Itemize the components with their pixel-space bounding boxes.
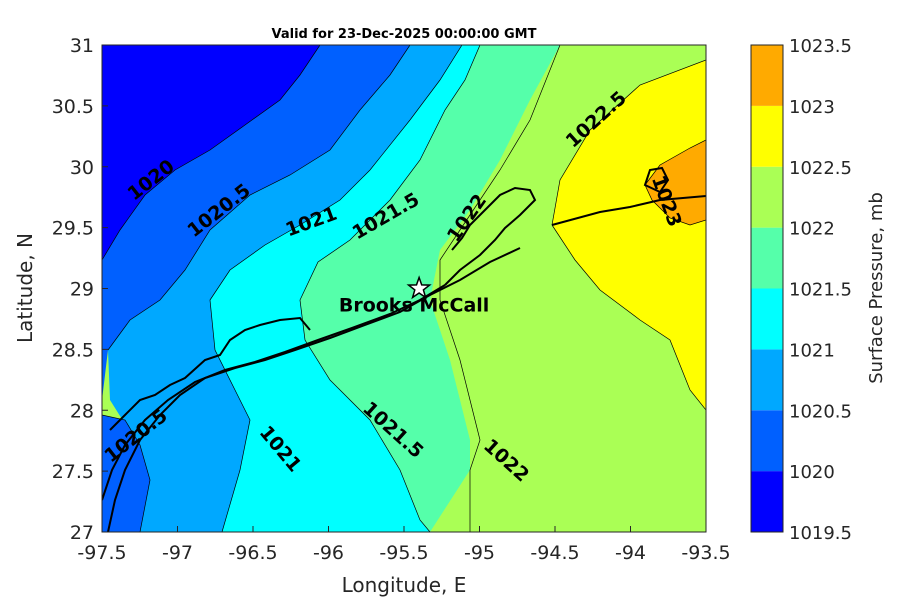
y-tick-label: 27 <box>70 522 94 544</box>
x-tick-label: -96.5 <box>228 542 277 564</box>
band-1020-5 <box>108 45 462 532</box>
y-axis-ticks: 27 27.5 28 28.5 29 29.5 30 30.5 31 <box>52 35 108 544</box>
colorbar-tick-label: 1020 <box>789 462 835 483</box>
colorbar-tick-label: 1021.5 <box>789 280 852 301</box>
y-tick-label: 29.5 <box>52 218 94 240</box>
band-1019-5 <box>102 45 320 260</box>
colorbar-tick-label: 1022.5 <box>789 158 852 179</box>
y-axis-label: Latitude, N <box>13 233 37 343</box>
colorbar-tick-label: 1023 <box>789 97 835 118</box>
x-tick-label: -96 <box>313 542 344 564</box>
y-tick-label: 27.5 <box>52 461 94 483</box>
x-tick-label: -95 <box>464 542 495 564</box>
x-tick-label: -97.5 <box>77 542 126 564</box>
colorbar-tick-label: 1019.5 <box>789 523 852 544</box>
coastline <box>102 166 706 532</box>
colorbar-segment <box>751 227 783 289</box>
map-plot-area[interactable] <box>102 45 706 532</box>
station-marker[interactable]: Brooks McCall <box>339 275 489 317</box>
x-axis-label: Longitude, E <box>342 573 467 597</box>
y-tick-label: 29 <box>70 279 94 301</box>
colorbar-label: Surface Pressure, mb <box>866 192 887 384</box>
y-tick-label: 28.5 <box>52 339 94 361</box>
y-tick-label: 31 <box>70 35 94 57</box>
contour-lines <box>102 45 706 532</box>
band-1020 <box>102 45 410 532</box>
station-label: Brooks McCall <box>339 295 489 317</box>
colorbar <box>751 45 783 532</box>
x-tick-label: -95.5 <box>379 542 428 564</box>
colorbar-segment <box>751 288 783 350</box>
colorbar-segment <box>751 166 783 228</box>
x-tick-label: -94.5 <box>530 542 579 564</box>
band-1021-5 <box>300 45 560 532</box>
plot-title: Valid for 23-Dec-2025 00:00:00 GMT <box>272 27 537 42</box>
x-tick-label: -94 <box>615 542 646 564</box>
x-axis-ticks: -97.5 -97 -96.5 -96 -95.5 -95 -94.5 -94 -93.5 <box>77 526 731 564</box>
band-1021 <box>210 45 480 532</box>
colorbar-segment <box>751 105 783 167</box>
star-icon <box>406 275 432 300</box>
y-tick-label: 30.5 <box>52 96 94 118</box>
colorbar-segment <box>751 45 783 106</box>
colorbar-frame <box>750 44 784 533</box>
colorbar-tick-label: 1022 <box>789 219 835 240</box>
colorbar-segment <box>751 471 783 532</box>
colorbar-tick-label: 1023.5 <box>789 36 852 57</box>
band-1023 <box>645 140 706 225</box>
x-tick-label: -97 <box>162 542 193 564</box>
colorbar-segment <box>751 410 783 472</box>
y-tick-label: 30 <box>70 157 94 179</box>
colorbar-tick-label: 1020.5 <box>789 401 852 422</box>
colorbar-ticks: 1019.5 1020 1020.5 1021 1021.5 1022 1022.5 1023… <box>789 36 852 544</box>
colorbar-tick-label: 1021 <box>789 340 835 361</box>
band-1022-5 <box>552 60 706 410</box>
y-tick-label: 28 <box>70 400 94 422</box>
colorbar-segment <box>751 349 783 411</box>
band-1022b <box>440 45 706 532</box>
x-tick-label: -93.5 <box>681 542 730 564</box>
